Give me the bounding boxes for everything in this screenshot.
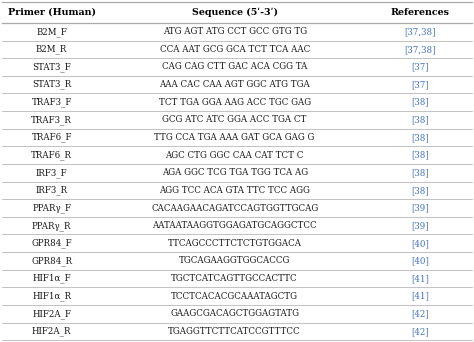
- Text: TRAF3_R: TRAF3_R: [31, 115, 72, 125]
- Text: HIF2A_R: HIF2A_R: [32, 327, 72, 336]
- Text: B2M_F: B2M_F: [36, 27, 67, 37]
- Text: [39]: [39]: [411, 221, 429, 230]
- Text: HIF2A_F: HIF2A_F: [32, 309, 71, 319]
- Text: [38]: [38]: [411, 186, 429, 195]
- Text: GPR84_F: GPR84_F: [31, 238, 72, 248]
- Text: [42]: [42]: [411, 327, 429, 336]
- Text: TRAF6_F: TRAF6_F: [31, 133, 72, 142]
- Text: TGCTCATCAGTTGCCACTTC: TGCTCATCAGTTGCCACTTC: [171, 274, 298, 283]
- Text: TTCAGCCCTTCTCTGTGGACA: TTCAGCCCTTCTCTGTGGACA: [168, 239, 301, 248]
- Text: [38]: [38]: [411, 98, 429, 107]
- Text: [37,38]: [37,38]: [404, 45, 436, 54]
- Text: CACAAGAACAGATCCAGTGGTTGCAG: CACAAGAACAGATCCAGTGGTTGCAG: [151, 203, 318, 212]
- Text: TGCAGAAGGTGGCACCG: TGCAGAAGGTGGCACCG: [179, 256, 291, 265]
- Text: CAG CAG CTT GAC ACA CGG TA: CAG CAG CTT GAC ACA CGG TA: [162, 63, 307, 71]
- Text: TTG CCA TGA AAA GAT GCA GAG G: TTG CCA TGA AAA GAT GCA GAG G: [155, 133, 315, 142]
- Text: [38]: [38]: [411, 115, 429, 124]
- Text: [38]: [38]: [411, 133, 429, 142]
- Text: TGAGGTTCTTCATCCGTTTCC: TGAGGTTCTTCATCCGTTTCC: [168, 327, 301, 336]
- Text: TRAF6_R: TRAF6_R: [31, 150, 72, 160]
- Text: [38]: [38]: [411, 168, 429, 177]
- Text: IRF3_R: IRF3_R: [36, 186, 68, 195]
- Text: CCA AAT GCG GCA TCT TCA AAC: CCA AAT GCG GCA TCT TCA AAC: [160, 45, 310, 54]
- Text: TCCTCACACGCAAATAGCTG: TCCTCACACGCAAATAGCTG: [171, 292, 298, 301]
- Text: [41]: [41]: [411, 274, 429, 283]
- Text: [40]: [40]: [411, 239, 429, 248]
- Text: AAA CAC CAA AGT GGC ATG TGA: AAA CAC CAA AGT GGC ATG TGA: [159, 80, 310, 89]
- Text: [42]: [42]: [411, 309, 429, 318]
- Text: HIF1α_F: HIF1α_F: [32, 274, 71, 284]
- Text: AGA GGC TCG TGA TGG TCA AG: AGA GGC TCG TGA TGG TCA AG: [162, 168, 308, 177]
- Text: Sequence (5ʹ-3ʹ): Sequence (5ʹ-3ʹ): [191, 8, 278, 17]
- Text: GCG ATC ATC GGA ACC TGA CT: GCG ATC ATC GGA ACC TGA CT: [163, 115, 307, 124]
- Text: [37]: [37]: [411, 80, 429, 89]
- Text: [41]: [41]: [411, 292, 429, 301]
- Text: [40]: [40]: [411, 256, 429, 265]
- Text: STAT3_F: STAT3_F: [32, 62, 71, 72]
- Text: B2M_R: B2M_R: [36, 44, 67, 54]
- Text: PPARγ_R: PPARγ_R: [32, 221, 72, 231]
- Text: AGC CTG GGC CAA CAT TCT C: AGC CTG GGC CAA CAT TCT C: [165, 150, 304, 160]
- Text: References: References: [391, 8, 449, 17]
- Text: IRF3_F: IRF3_F: [36, 168, 67, 177]
- Text: ATG AGT ATG CCT GCC GTG TG: ATG AGT ATG CCT GCC GTG TG: [163, 27, 307, 36]
- Text: [38]: [38]: [411, 150, 429, 160]
- Text: [39]: [39]: [411, 203, 429, 212]
- Text: GAAGCGACAGCTGGAGTATG: GAAGCGACAGCTGGAGTATG: [170, 309, 299, 318]
- Text: TCT TGA GGA AAG ACC TGC GAG: TCT TGA GGA AAG ACC TGC GAG: [159, 98, 311, 107]
- Text: AATAATAAGGTGGAGATGCAGGCTCC: AATAATAAGGTGGAGATGCAGGCTCC: [152, 221, 317, 230]
- Text: GPR84_R: GPR84_R: [31, 256, 72, 266]
- Text: [37]: [37]: [411, 63, 429, 71]
- Text: STAT3_R: STAT3_R: [32, 80, 71, 90]
- Text: PPARγ_F: PPARγ_F: [32, 203, 71, 213]
- Text: TRAF3_F: TRAF3_F: [31, 97, 72, 107]
- Text: [37,38]: [37,38]: [404, 27, 436, 36]
- Text: HIF1α_R: HIF1α_R: [32, 291, 71, 301]
- Text: AGG TCC ACA GTA TTC TCC AGG: AGG TCC ACA GTA TTC TCC AGG: [159, 186, 310, 195]
- Text: Primer (Human): Primer (Human): [8, 8, 96, 17]
